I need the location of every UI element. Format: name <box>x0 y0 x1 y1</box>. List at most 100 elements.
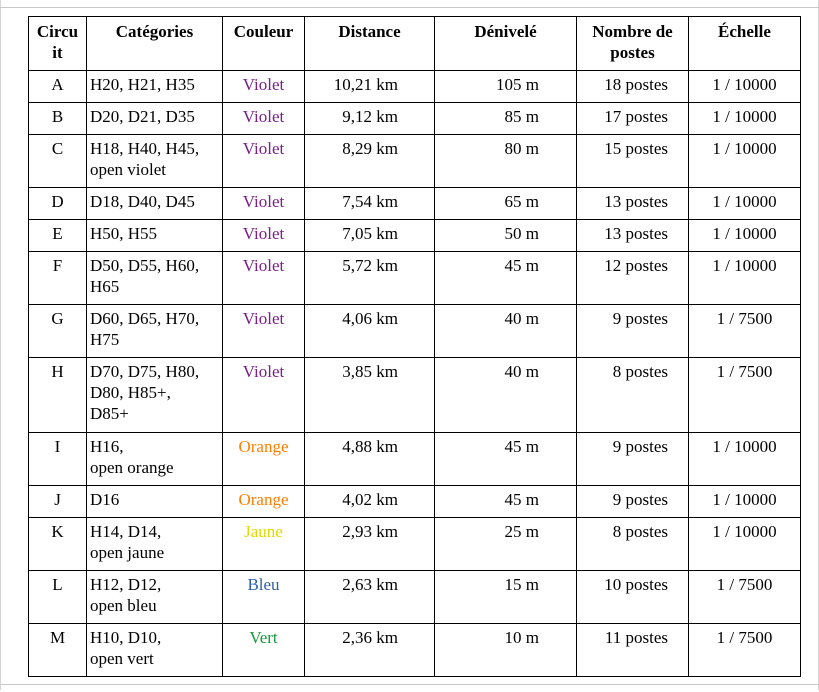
cell-distance: 4,88 km <box>304 432 435 486</box>
cell-echelle: 1 / 10000 <box>688 432 801 486</box>
cell-couleur: Bleu <box>222 570 305 624</box>
cell-postes: 12 postes <box>576 251 689 305</box>
cell-circuit: H <box>28 357 87 433</box>
cell-distance: 4,06 km <box>304 304 435 358</box>
cell-postes: 10 postes <box>576 570 689 624</box>
cell-denivele: 80 m <box>434 134 577 188</box>
cell-distance: 2,36 km <box>304 623 435 677</box>
cell-denivele: 40 m <box>434 357 577 433</box>
cell-categories: H20, H21, H35 <box>86 70 223 103</box>
cell-circuit: F <box>28 251 87 305</box>
cell-denivele: 40 m <box>434 304 577 358</box>
header-postes: Nombre de postes <box>576 16 689 71</box>
cell-circuit: E <box>28 219 87 252</box>
cell-denivele: 105 m <box>434 70 577 103</box>
cell-circuit: A <box>28 70 87 103</box>
cell-couleur: Violet <box>222 251 305 305</box>
cell-categories: H50, H55 <box>86 219 223 252</box>
cell-categories: D16 <box>86 485 223 518</box>
cell-categories: H16, open orange <box>86 432 223 486</box>
cell-denivele: 45 m <box>434 251 577 305</box>
cell-denivele: 85 m <box>434 102 577 135</box>
cell-distance: 2,93 km <box>304 517 435 571</box>
cell-postes: 13 postes <box>576 187 689 220</box>
cell-couleur: Violet <box>222 102 305 135</box>
cell-distance: 8,29 km <box>304 134 435 188</box>
cell-couleur: Violet <box>222 219 305 252</box>
cell-categories: H12, D12, open bleu <box>86 570 223 624</box>
cell-denivele: 65 m <box>434 187 577 220</box>
cell-circuit: L <box>28 570 87 624</box>
cell-denivele: 25 m <box>434 517 577 571</box>
cell-postes: 9 postes <box>576 485 689 518</box>
cell-circuit: G <box>28 304 87 358</box>
table-row: B D20, D21, D35 Violet 9,12 km 85 m 17 postes… <box>28 102 801 135</box>
cell-couleur: Orange <box>222 485 305 518</box>
cell-distance: 2,63 km <box>304 570 435 624</box>
cell-couleur: Violet <box>222 304 305 358</box>
cell-circuit: K <box>28 517 87 571</box>
cell-echelle: 1 / 10000 <box>688 102 801 135</box>
circuits-table: Circu it Catégories Couleur Distance Déni… <box>28 16 801 677</box>
cell-postes: 11 postes <box>576 623 689 677</box>
table-row: M H10, D10, open vert Vert 2,36 km 10 m 11 pos… <box>28 623 801 677</box>
header-circuit: Circu it <box>28 16 87 71</box>
cell-echelle: 1 / 10000 <box>688 251 801 305</box>
cell-circuit: B <box>28 102 87 135</box>
cell-distance: 10,21 km <box>304 70 435 103</box>
cell-postes: 13 postes <box>576 219 689 252</box>
cell-distance: 3,85 km <box>304 357 435 433</box>
cell-couleur: Orange <box>222 432 305 486</box>
cell-categories: H10, D10, open vert <box>86 623 223 677</box>
cell-postes: 9 postes <box>576 432 689 486</box>
page-bottom-rule <box>0 684 819 685</box>
table-row: D D18, D40, D45 Violet 7,54 km 65 m 13 postes… <box>28 187 801 220</box>
cell-distance: 4,02 km <box>304 485 435 518</box>
cell-denivele: 15 m <box>434 570 577 624</box>
cell-echelle: 1 / 7500 <box>688 623 801 677</box>
header-denivele: Dénivelé <box>434 16 577 71</box>
cell-postes: 8 postes <box>576 357 689 433</box>
cell-echelle: 1 / 10000 <box>688 517 801 571</box>
cell-circuit: C <box>28 134 87 188</box>
cell-couleur: Violet <box>222 70 305 103</box>
cell-echelle: 1 / 10000 <box>688 70 801 103</box>
cell-circuit: I <box>28 432 87 486</box>
cell-categories: D50, D55, H60, H65 <box>86 251 223 305</box>
cell-categories: D60, D65, H70, H75 <box>86 304 223 358</box>
cell-couleur: Violet <box>222 357 305 433</box>
table-row: C H18, H40, H45, open violet Violet 8,29 km 8… <box>28 134 801 188</box>
cell-distance: 9,12 km <box>304 102 435 135</box>
cell-postes: 17 postes <box>576 102 689 135</box>
table-row: L H12, D12, open bleu Bleu 2,63 km 15 m 10 pos… <box>28 570 801 624</box>
page-top-rule <box>0 7 819 8</box>
table-row: A H20, H21, H35 Violet 10,21 km 105 m 18 post… <box>28 70 801 103</box>
table-row: F D50, D55, H60, H65 Violet 5,72 km 45 m 12 po… <box>28 251 801 305</box>
cell-circuit: J <box>28 485 87 518</box>
header-echelle: Échelle <box>688 16 801 71</box>
cell-circuit: D <box>28 187 87 220</box>
cell-denivele: 45 m <box>434 485 577 518</box>
cell-echelle: 1 / 10000 <box>688 187 801 220</box>
table-row: H D70, D75, H80, D80, H85+, D85+ Violet 3,85 … <box>28 357 801 433</box>
cell-denivele: 45 m <box>434 432 577 486</box>
cell-denivele: 10 m <box>434 623 577 677</box>
header-categories: Catégories <box>86 16 223 71</box>
cell-echelle: 1 / 10000 <box>688 134 801 188</box>
cell-echelle: 1 / 10000 <box>688 485 801 518</box>
cell-couleur: Vert <box>222 623 305 677</box>
header-distance: Distance <box>304 16 435 71</box>
cell-circuit: M <box>28 623 87 677</box>
cell-distance: 7,54 km <box>304 187 435 220</box>
cell-categories: H18, H40, H45, open violet <box>86 134 223 188</box>
cell-distance: 5,72 km <box>304 251 435 305</box>
cell-categories: D20, D21, D35 <box>86 102 223 135</box>
cell-postes: 15 postes <box>576 134 689 188</box>
cell-distance: 7,05 km <box>304 219 435 252</box>
cell-couleur: Violet <box>222 187 305 220</box>
cell-postes: 8 postes <box>576 517 689 571</box>
